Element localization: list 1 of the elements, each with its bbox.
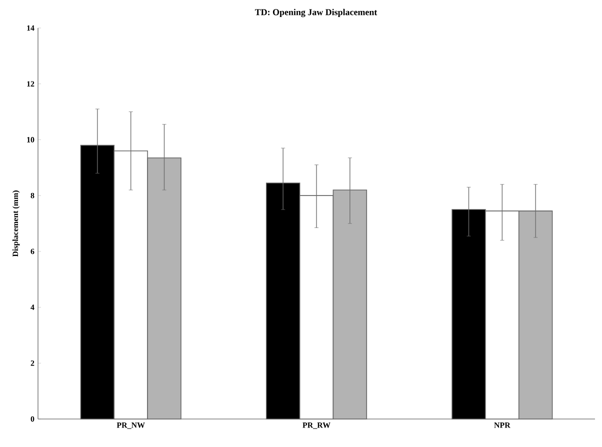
chart-title: TD: Opening Jaw Displacement [254, 8, 378, 18]
